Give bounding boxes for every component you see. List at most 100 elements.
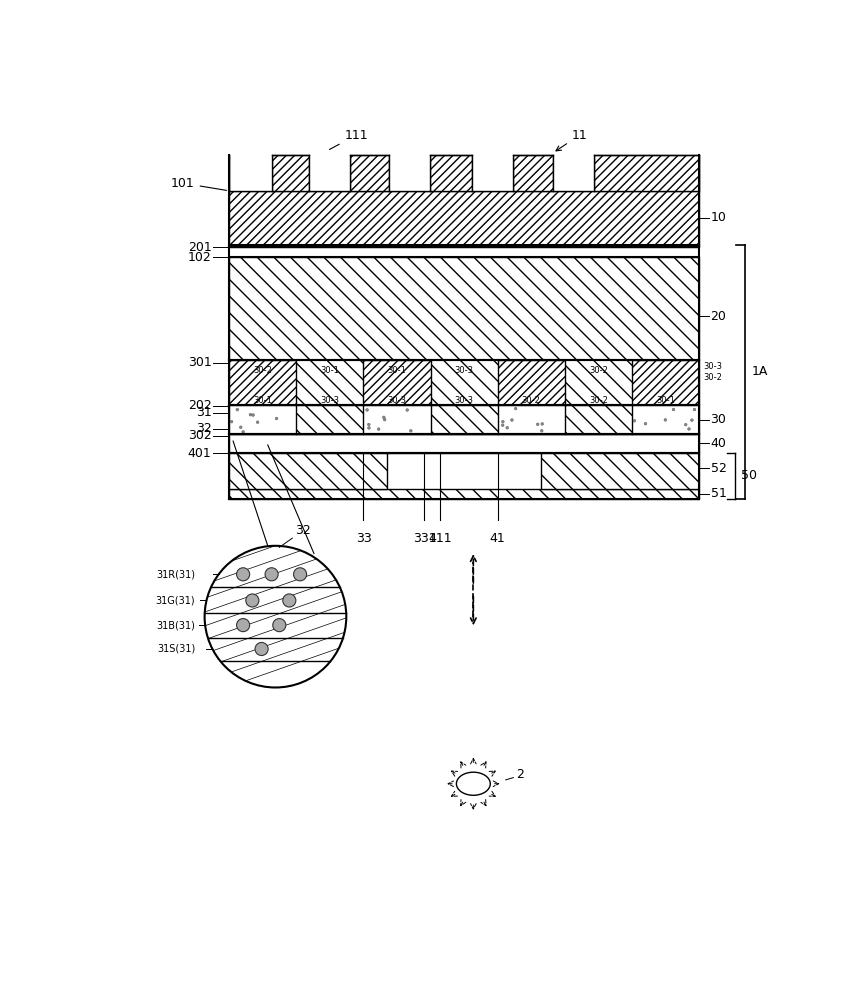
Circle shape	[245, 594, 258, 607]
Circle shape	[236, 408, 238, 411]
Text: 51: 51	[709, 487, 726, 500]
Text: 30-3: 30-3	[320, 396, 339, 405]
Bar	[229, 405, 296, 434]
Bar	[513, 155, 552, 191]
Bar	[430, 405, 497, 434]
Text: 33: 33	[356, 532, 371, 545]
Circle shape	[249, 413, 251, 416]
Circle shape	[383, 418, 386, 421]
Text: 30-2: 30-2	[702, 373, 721, 382]
Circle shape	[632, 419, 635, 422]
Bar	[430, 155, 471, 191]
Circle shape	[239, 426, 242, 429]
Bar	[271, 155, 308, 191]
Text: 52: 52	[709, 462, 726, 475]
Circle shape	[540, 429, 542, 432]
Bar	[229, 434, 698, 453]
Text: 301: 301	[188, 356, 211, 369]
Text: 20: 20	[709, 310, 726, 323]
Circle shape	[294, 568, 307, 581]
Text: 30-2: 30-2	[588, 366, 607, 375]
Bar	[229, 245, 698, 247]
Bar	[229, 360, 698, 405]
Text: 411: 411	[427, 532, 451, 545]
Text: 1A: 1A	[751, 365, 767, 378]
Text: 30-3: 30-3	[387, 396, 406, 405]
Bar	[564, 360, 631, 405]
Bar	[497, 405, 564, 434]
Circle shape	[687, 428, 690, 430]
Text: 30-2: 30-2	[521, 396, 540, 405]
Circle shape	[365, 409, 368, 411]
Text: 302: 302	[188, 429, 211, 442]
Circle shape	[406, 409, 408, 411]
Text: 102: 102	[188, 251, 211, 264]
Text: 32: 32	[195, 422, 211, 435]
Bar	[296, 360, 363, 405]
Bar	[593, 155, 698, 191]
Text: 30-1: 30-1	[655, 396, 674, 405]
Circle shape	[692, 408, 695, 411]
Text: 30-2: 30-2	[253, 366, 272, 375]
Bar	[541, 453, 698, 489]
Circle shape	[272, 619, 286, 632]
Circle shape	[236, 568, 250, 581]
Circle shape	[230, 420, 232, 423]
Circle shape	[684, 423, 686, 426]
Bar	[229, 191, 698, 245]
Circle shape	[409, 429, 412, 432]
Bar	[308, 155, 350, 191]
Text: 10: 10	[709, 211, 726, 224]
Circle shape	[514, 407, 517, 410]
Bar	[471, 155, 513, 191]
Bar	[350, 155, 388, 191]
Text: 40: 40	[709, 437, 726, 450]
Text: 30-1: 30-1	[253, 396, 272, 405]
Circle shape	[256, 421, 258, 424]
Circle shape	[540, 423, 543, 425]
Circle shape	[536, 423, 538, 426]
Text: 31R(31): 31R(31)	[156, 569, 195, 579]
Text: 41: 41	[489, 532, 505, 545]
Circle shape	[643, 422, 646, 425]
Text: 331: 331	[412, 532, 436, 545]
Circle shape	[501, 420, 504, 423]
Circle shape	[690, 419, 692, 422]
Text: 31: 31	[195, 406, 211, 419]
Bar	[552, 155, 593, 191]
Bar	[229, 453, 387, 489]
Bar	[229, 405, 698, 434]
Circle shape	[275, 417, 277, 420]
Circle shape	[505, 426, 508, 429]
Text: 11: 11	[555, 129, 587, 151]
Text: 30-1: 30-1	[387, 366, 406, 375]
Text: 30: 30	[709, 413, 726, 426]
Circle shape	[255, 642, 268, 656]
Bar	[631, 405, 698, 434]
Text: 401: 401	[188, 447, 211, 460]
Text: 30-2: 30-2	[588, 396, 607, 405]
Text: 30-3: 30-3	[702, 362, 721, 371]
Bar	[229, 489, 698, 499]
Text: 111: 111	[329, 129, 368, 149]
Text: 31G(31): 31G(31)	[156, 595, 195, 605]
Circle shape	[510, 419, 512, 421]
Bar	[296, 405, 363, 434]
Text: 32: 32	[294, 524, 310, 537]
Circle shape	[282, 594, 295, 607]
Circle shape	[663, 418, 666, 421]
Text: 31S(31): 31S(31)	[157, 644, 195, 654]
Text: 30-1: 30-1	[320, 366, 339, 375]
Bar	[363, 405, 430, 434]
Circle shape	[251, 414, 254, 416]
Circle shape	[501, 424, 504, 427]
Bar	[388, 155, 430, 191]
Text: 30-3: 30-3	[454, 366, 473, 375]
Bar	[564, 405, 631, 434]
Circle shape	[672, 408, 674, 411]
Text: 50: 50	[740, 469, 757, 482]
Circle shape	[367, 427, 370, 429]
Circle shape	[367, 423, 369, 426]
Text: 2: 2	[515, 768, 523, 781]
Text: 31B(31): 31B(31)	[157, 620, 195, 630]
